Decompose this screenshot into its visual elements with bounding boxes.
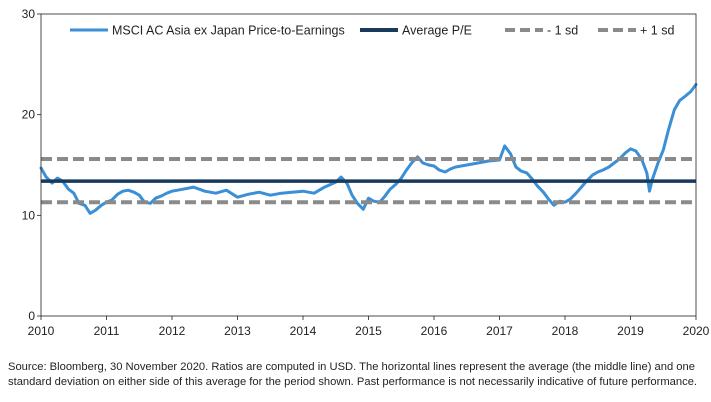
legend-label-3: + 1 sd (640, 24, 674, 38)
legend-label-0: MSCI AC Asia ex Japan Price-to-Earnings (112, 24, 345, 38)
x-tick-label-2018: 2018 (552, 324, 579, 338)
x-tick-label-2020: 2020 (683, 324, 710, 338)
series-msci-ac-asia-ex-japan-price-to-earnings-line (39, 83, 698, 215)
x-tick-label-2011: 2011 (94, 324, 120, 338)
x-tick-label-2013: 2013 (224, 324, 251, 338)
x-tick-label-2012: 2012 (159, 324, 186, 338)
x-tick-label-2016: 2016 (421, 324, 448, 338)
x-tick-label-2019: 2019 (617, 324, 644, 338)
axes: 0 10 20 30 2010 2011 2012 2013 2014 2015 2016 2017 2… (22, 7, 710, 338)
legend: MSCI AC Asia ex Japan Price-to-Earnings A… (70, 24, 674, 38)
x-tick-label-2014: 2014 (290, 324, 317, 338)
legend-label-2: - 1 sd (547, 24, 578, 38)
y-tick-label-20: 20 (22, 108, 36, 122)
y-tick-label-10: 10 (22, 208, 36, 222)
y-tick-label-0: 0 (28, 309, 35, 323)
legend-label-1: Average P/E (402, 24, 472, 38)
x-tick-label-2010: 2010 (28, 324, 55, 338)
pe-ratio-chart: 0 10 20 30 2010 2011 2012 2013 2014 2015 2016 2017 2… (22, 7, 710, 338)
plot-frame (40, 13, 697, 317)
source-footnote: Source: Bloomberg, 30 November 2020. Rat… (8, 361, 698, 388)
x-tick-label-2017: 2017 (486, 324, 513, 338)
y-tick-label-30: 30 (22, 7, 36, 21)
plot-area (39, 83, 698, 215)
x-tick-label-2015: 2015 (355, 324, 382, 338)
